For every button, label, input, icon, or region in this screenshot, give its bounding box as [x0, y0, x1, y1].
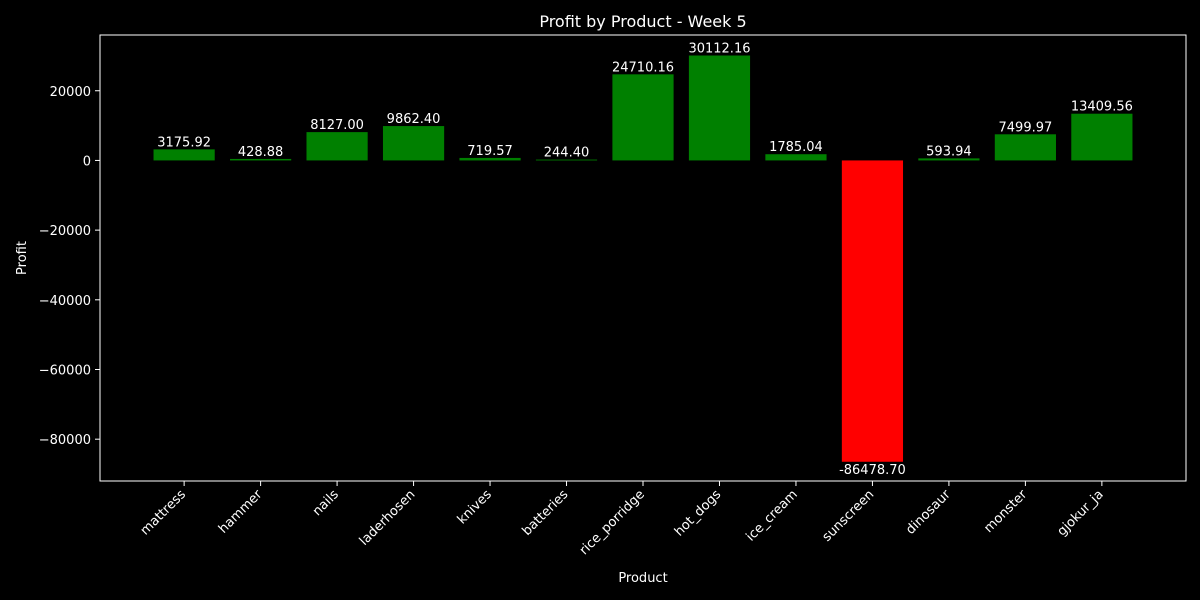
y-tick-label: −40000: [39, 294, 91, 309]
x-tick-label: monster: [981, 487, 1030, 536]
x-tick-label: hammer: [216, 487, 266, 537]
data-label-rice_porridge: 24710.16: [612, 60, 674, 75]
x-tick-label: mattress: [138, 487, 189, 538]
data-label-hammer: 428.88: [238, 145, 284, 160]
y-tick-label: 20000: [50, 85, 91, 100]
bar-hot_dogs: [688, 55, 751, 161]
data-label-ice_cream: 1785.04: [769, 140, 823, 155]
data-label-batteries: 244.40: [544, 146, 590, 161]
x-axis-ticks: mattress hammer nails laderhosen knives batte…: [138, 481, 1107, 558]
chart-title: Profit by Product - Week 5: [539, 12, 746, 31]
x-tick-label: dinosaur: [903, 487, 954, 538]
bar-gjokur_ja: [1071, 113, 1133, 161]
x-tick-label: sunscreen: [820, 487, 878, 545]
y-axis-ticks: −80000 −60000 −40000 −20000 0 20000: [39, 85, 100, 448]
bars-layer: [153, 55, 1133, 462]
y-tick-label: 0: [83, 154, 91, 169]
bar-dinosaur: [918, 158, 980, 161]
data-label-nails: 8127.00: [310, 118, 364, 133]
data-label-sunscreen: -86478.70: [839, 463, 906, 478]
data-label-knives: 719.57: [467, 144, 513, 159]
bar-batteries: [535, 159, 598, 161]
data-label-mattress: 3175.92: [157, 135, 211, 150]
data-label-gjokur_ja: 13409.56: [1071, 100, 1133, 115]
x-tick-label: batteries: [520, 487, 572, 539]
x-tick-label: laderhosen: [357, 487, 419, 549]
y-tick-label: −60000: [39, 364, 91, 379]
bar-laderhosen: [382, 126, 445, 161]
bar-monster: [994, 134, 1056, 161]
bar-nails: [306, 132, 368, 161]
y-tick-label: −80000: [39, 433, 91, 448]
bar-sunscreen: [841, 160, 904, 462]
x-tick-label: hot_dogs: [672, 487, 725, 540]
bar-knives: [459, 157, 521, 161]
bar-ice_cream: [765, 154, 827, 161]
y-axis-label: Profit: [15, 241, 30, 275]
data-label-dinosaur: 593.94: [926, 144, 972, 159]
data-labels-layer: 3175.92 428.88 8127.00 9862.40 719.57 244.40 2…: [157, 42, 1133, 478]
x-tick-label: knives: [455, 487, 495, 527]
x-tick-label: rice_porridge: [577, 487, 648, 558]
x-tick-label: gjokur_ja: [1055, 487, 1107, 539]
data-label-monster: 7499.97: [999, 120, 1053, 135]
data-label-hot_dogs: 30112.16: [688, 42, 750, 57]
bar-mattress: [153, 149, 215, 161]
y-tick-label: −20000: [39, 224, 91, 239]
bar-hammer: [230, 158, 292, 161]
x-tick-label: nails: [310, 487, 342, 519]
x-axis-label: Product: [618, 571, 667, 586]
x-tick-label: ice_cream: [743, 487, 800, 544]
bar-rice_porridge: [612, 74, 674, 161]
data-label-laderhosen: 9862.40: [387, 112, 441, 127]
